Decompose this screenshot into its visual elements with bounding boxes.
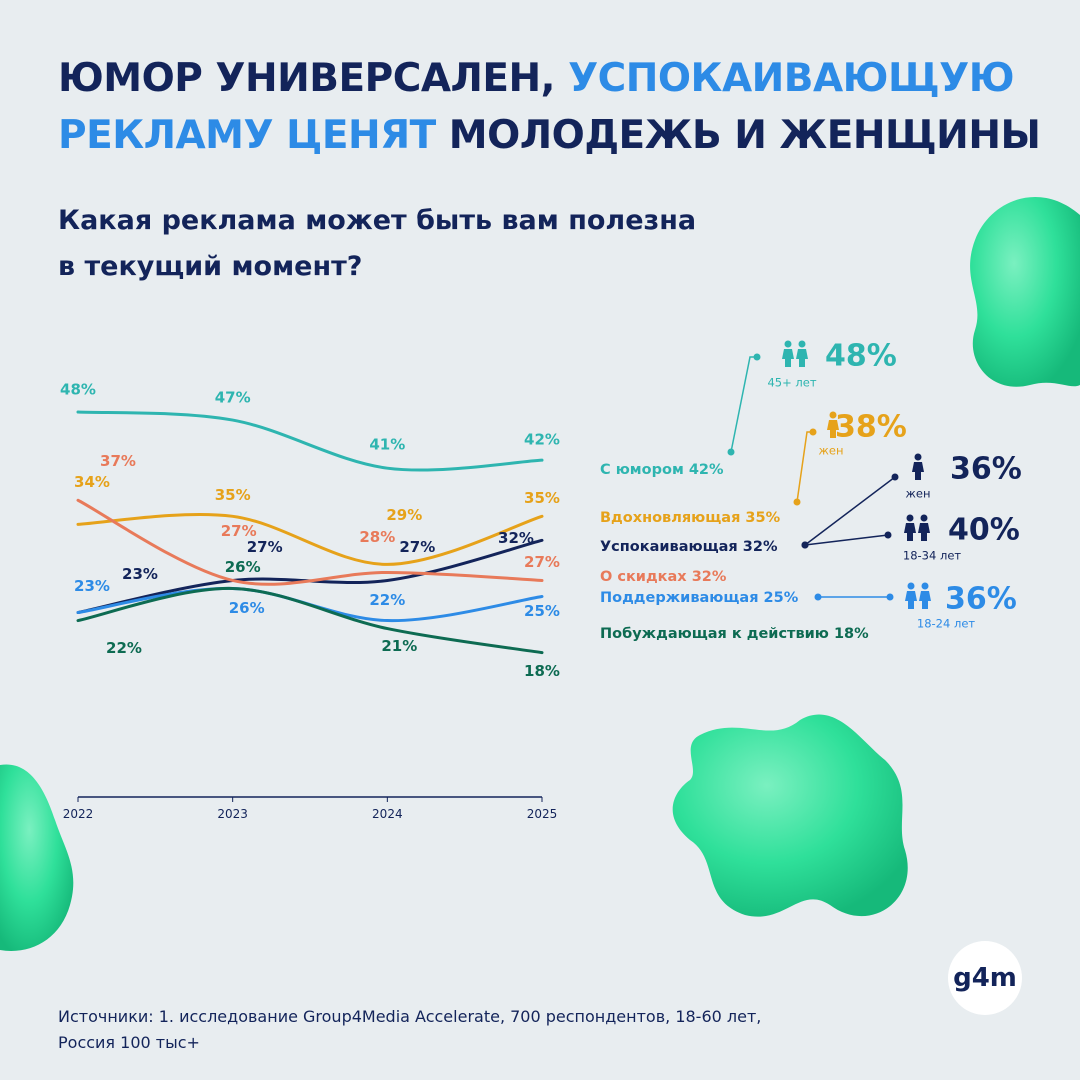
callout-connector [804, 534, 889, 546]
callout-dot [884, 531, 892, 539]
line [76, 586, 544, 655]
legend-label: Вдохновляющая 35% [600, 510, 781, 526]
line [76, 410, 544, 472]
callout-dot [801, 541, 809, 549]
icon-person [784, 340, 792, 348]
decor-blob [970, 196, 1080, 387]
callout-label: 45+ лет [767, 376, 816, 390]
title-line: РЕКЛАМУ ЦЕНЯТ МОЛОДЕЖЬ И ЖЕНЩИНЫ [58, 107, 1041, 164]
icon-person [907, 582, 915, 590]
callout-connector [796, 431, 813, 503]
line [76, 498, 544, 586]
icon-person [912, 462, 924, 480]
title-part: МОЛОДЕЖЬ И ЖЕНЩИНЫ [435, 113, 1041, 158]
data-label: 26% [229, 599, 265, 617]
data-label: 48% [60, 381, 96, 399]
data-label: 18% [524, 662, 560, 680]
data-label: 42% [524, 431, 560, 449]
callout-dot [793, 498, 801, 506]
icon-person [918, 523, 930, 541]
legend-label: Поддерживающая 25% [600, 590, 799, 606]
title-part: ЮМОР УНИВЕРСАЛЕН, [58, 56, 569, 101]
decor-blob [672, 714, 908, 917]
x-tick-label: 2022 [63, 807, 94, 821]
callout-label: жен [819, 444, 844, 458]
title-part: РЕКЛАМУ ЦЕНЯТ [58, 113, 436, 158]
icon-person [798, 340, 806, 348]
data-label: 32% [498, 529, 534, 547]
callout-value: 48% [825, 339, 897, 374]
callout-value: 36% [950, 452, 1022, 487]
data-label: 25% [524, 602, 560, 620]
title-part: УСПОКАИВАЮЩУЮ [568, 56, 1015, 101]
data-label: 34% [74, 473, 110, 491]
icon-person [906, 514, 914, 522]
legend-label: Побуждающая к действию 18% [600, 626, 869, 642]
callout-label: 18-24 лет [917, 617, 975, 631]
data-label: 21% [381, 637, 417, 655]
icon-person [919, 591, 931, 609]
icon-person [782, 349, 794, 367]
callout-value: 36% [945, 582, 1017, 617]
callout-value: 40% [948, 513, 1020, 548]
data-label: 41% [369, 436, 405, 454]
subtitle: Какая реклама может быть вам полезна в т… [58, 198, 696, 290]
callout-connector [804, 476, 896, 546]
subtitle-line: Какая реклама может быть вам полезна [58, 205, 697, 236]
data-label: 22% [106, 639, 142, 657]
legend-label: О скидках 32% [600, 569, 727, 585]
icon-person [796, 349, 808, 367]
x-tick-label: 2024 [372, 807, 403, 821]
callout-dot [891, 473, 899, 481]
icon-person [829, 411, 837, 419]
icon-person [921, 582, 929, 590]
data-label: 35% [215, 486, 251, 504]
callout-dot [727, 448, 735, 456]
source-line: Россия 100 тыс+ [58, 1033, 200, 1052]
legend-label: С юмором 42% [600, 462, 724, 478]
data-label: 28% [359, 528, 395, 546]
data-label: 27% [524, 553, 560, 571]
data-label: 27% [247, 538, 283, 556]
data-label: 47% [215, 389, 251, 407]
title: ЮМОР УНИВЕРСАЛЕН, УСПОКАИВАЮЩУЮ РЕКЛАМУ … [58, 50, 1041, 164]
callout-value: 38% [835, 410, 907, 445]
data-label: 37% [100, 452, 136, 470]
callout-dot [753, 353, 761, 361]
data-label: 29% [386, 506, 422, 524]
callout-label: жен [906, 487, 931, 501]
data-label: 23% [74, 577, 110, 595]
data-label: 23% [122, 565, 158, 583]
data-label: 22% [369, 591, 405, 609]
callout-dot [809, 428, 817, 436]
data-label: 35% [524, 489, 560, 507]
data-label: 27% [221, 522, 257, 540]
source-line: Источники: 1. исследование Group4Media A… [58, 1007, 762, 1026]
line [76, 512, 544, 566]
source: Источники: 1. исследование Group4Media A… [58, 1004, 761, 1056]
icon-person [904, 523, 916, 541]
data-label: 26% [225, 558, 261, 576]
x-tick-label: 2023 [217, 807, 248, 821]
icon-person [827, 420, 839, 438]
icon-person [914, 453, 922, 461]
callout-dot [886, 593, 894, 601]
icon-person [905, 591, 917, 609]
subtitle-line: в текущий момент? [58, 251, 363, 282]
icon-person [920, 514, 928, 522]
decor-blob [0, 764, 74, 951]
logo: g4m [953, 963, 1017, 993]
legend-label: Успокаивающая 32% [600, 539, 778, 555]
logo-badge [948, 941, 1022, 1015]
data-label: 27% [399, 538, 435, 556]
callout-dot [814, 593, 822, 601]
title-line: ЮМОР УНИВЕРСАЛЕН, УСПОКАИВАЮЩУЮ [58, 50, 1040, 107]
x-tick-label: 2025 [527, 807, 558, 821]
callout-connector [730, 356, 757, 453]
callout-label: 18-34 лет [903, 549, 961, 563]
